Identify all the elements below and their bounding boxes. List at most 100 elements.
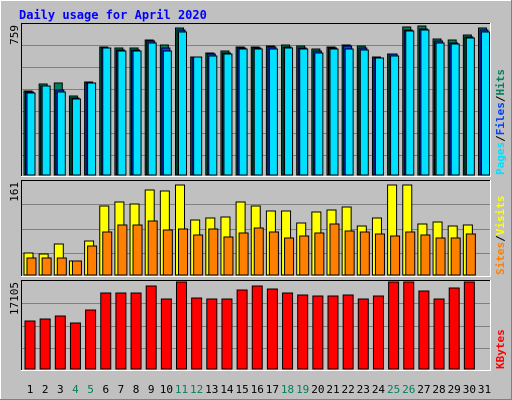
kbytes-bar xyxy=(115,292,127,370)
pages-bar xyxy=(481,31,490,176)
sites-bar xyxy=(314,232,325,276)
sites-bar xyxy=(238,232,249,276)
legend-entry-sites: Sites xyxy=(494,242,507,275)
sites-bar xyxy=(223,236,234,276)
sites-bar xyxy=(253,227,264,276)
pages-bar xyxy=(405,30,415,176)
kbytes-bar xyxy=(342,294,354,370)
pages-bar xyxy=(268,48,278,176)
pages-bar xyxy=(238,48,248,176)
panel-0-legend: Pages/Files/Hits xyxy=(494,69,507,175)
day-label: 26 xyxy=(402,383,415,396)
sites-bar xyxy=(117,224,128,276)
kbytes-bar xyxy=(236,289,248,370)
day-label: 27 xyxy=(417,383,430,396)
day-label: 9 xyxy=(148,383,155,396)
pages-bar xyxy=(420,29,430,176)
kbytes-bar xyxy=(85,309,97,370)
day-label: 11 xyxy=(175,383,188,396)
day-label: 19 xyxy=(296,383,309,396)
legend-entry-files: Files xyxy=(494,102,507,135)
day-label: 29 xyxy=(448,383,461,396)
kbytes-bar xyxy=(221,298,233,370)
sites-bar xyxy=(390,235,401,276)
pages-bar xyxy=(314,52,324,176)
day-label: 28 xyxy=(432,383,445,396)
kbytes-bar xyxy=(357,298,369,370)
day-label: 13 xyxy=(205,383,218,396)
pages-bar xyxy=(344,48,354,176)
kbytes-bar xyxy=(433,298,445,370)
sites-bar xyxy=(405,231,416,276)
legend-entry-visits: Visits xyxy=(494,196,507,236)
day-label: 31 xyxy=(478,383,491,396)
sites-bar xyxy=(71,260,82,276)
day-label: 23 xyxy=(357,383,370,396)
kbytes-bar xyxy=(448,287,460,370)
panel-0-max-label: 759 xyxy=(8,25,21,45)
pages-bar xyxy=(223,53,233,176)
pages-bar xyxy=(299,48,309,176)
day-label: 20 xyxy=(311,383,324,396)
kbytes-bar xyxy=(206,298,218,370)
legend-separator: / xyxy=(494,135,507,142)
day-label: 21 xyxy=(326,383,339,396)
chart-title: Daily usage for April 2020 xyxy=(19,8,207,22)
pages-bar xyxy=(71,98,81,176)
kbytes-bar xyxy=(266,288,278,370)
day-label: 25 xyxy=(387,383,400,396)
pages-bar xyxy=(284,47,294,176)
pages-bar xyxy=(147,42,157,176)
sites-bar xyxy=(435,237,446,276)
pages-bar xyxy=(132,50,142,176)
sites-bar xyxy=(178,228,188,276)
day-labels: 1 2 3 4 5 6 7 8 9 10 11 12 13 14 15 16 17 18 19 20 21 22 23 24 2… xyxy=(27,383,491,396)
kbytes-bar xyxy=(418,290,430,370)
kbytes-bar xyxy=(130,292,142,370)
pages-bar xyxy=(117,50,127,176)
sites-bar xyxy=(465,233,476,276)
kbytes-bar xyxy=(297,294,309,370)
kbytes-bar xyxy=(282,292,294,370)
sites-bar xyxy=(329,223,340,276)
day-label: 3 xyxy=(57,383,64,396)
sites-bar xyxy=(41,257,52,276)
kbytes-bar xyxy=(463,281,475,370)
chart-panels: 759Pages/Files/Hits161Sites/Visits17105K… xyxy=(8,23,507,371)
day-label: 12 xyxy=(190,383,203,396)
kbytes-bar xyxy=(191,297,203,370)
pages-bar xyxy=(178,31,187,176)
day-label: 4 xyxy=(72,383,79,396)
day-label: 10 xyxy=(160,383,173,396)
pages-bar xyxy=(253,48,263,176)
kbytes-bar xyxy=(388,281,400,370)
sites-bar xyxy=(420,234,431,276)
pages-bar xyxy=(435,42,445,176)
day-label: 7 xyxy=(118,383,125,396)
day-label: 1 xyxy=(27,383,34,396)
day-label: 17 xyxy=(266,383,279,396)
sites-bar xyxy=(359,231,370,276)
legend-entry-kbytes: KBytes xyxy=(494,329,507,369)
sites-bar xyxy=(208,228,219,276)
kbytes-bar xyxy=(312,295,324,370)
day-label: 24 xyxy=(372,383,386,396)
panel-1-legend: Sites/Visits xyxy=(494,196,507,276)
sites-bar xyxy=(132,224,143,276)
kbytes-bar xyxy=(24,320,36,370)
day-label: 5 xyxy=(87,383,94,396)
legend-separator: / xyxy=(494,95,507,102)
kbytes-bar xyxy=(176,281,187,370)
kbytes-bar xyxy=(39,318,51,370)
sites-bar xyxy=(374,233,385,276)
panel-1-max-label: 161 xyxy=(8,182,21,202)
pages-bar xyxy=(374,57,384,176)
kbytes-bar xyxy=(100,292,112,370)
kbytes-bar xyxy=(403,281,415,370)
kbytes-bar xyxy=(145,285,157,370)
sites-bar xyxy=(147,220,158,276)
day-label: 15 xyxy=(235,383,248,396)
legend-entry-hits: Hits xyxy=(494,69,507,96)
legend-entry-pages: Pages xyxy=(494,142,507,175)
